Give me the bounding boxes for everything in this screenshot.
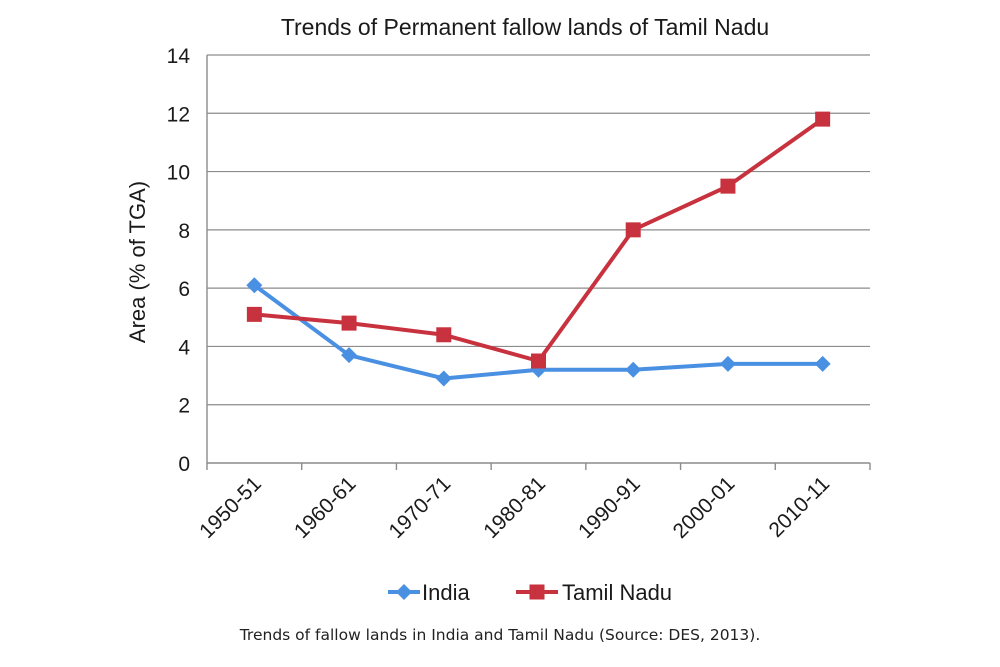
y-axis-label: Area (% of TGA): [125, 181, 150, 343]
y-tick-label: 2: [178, 395, 190, 418]
axes: [206, 55, 871, 470]
gridlines: [207, 54, 870, 406]
data-point-india: [246, 277, 263, 294]
data-point-india: [814, 355, 831, 372]
data-point-tamil-nadu: [720, 178, 736, 194]
data-point-tamil-nadu: [246, 306, 262, 322]
legend-label: India: [422, 580, 470, 605]
y-tick-label: 12: [167, 103, 190, 126]
data-point-india: [625, 361, 642, 378]
legend-swatch-marker: [529, 584, 545, 600]
y-tick-label: 0: [178, 453, 190, 476]
data-point-tamil-nadu: [341, 315, 357, 331]
series-tamil-nadu: [246, 111, 831, 369]
x-tick-label: 1970-71: [385, 472, 456, 543]
data-point-tamil-nadu: [531, 353, 546, 369]
x-tick-label: 1990-91: [574, 472, 645, 543]
data-point-india: [719, 355, 736, 372]
data-point-india: [435, 370, 452, 387]
data-point-tamil-nadu: [625, 222, 641, 238]
data-point-tamil-nadu: [815, 111, 831, 127]
legend-item-tamil-nadu: Tamil Nadu: [516, 580, 672, 605]
legend-swatch-marker: [396, 584, 412, 600]
x-tick-label: 1950-51: [195, 472, 266, 543]
series: [246, 111, 831, 387]
y-tick-labels: 0 2 4 6 8 10 12 14: [167, 45, 191, 476]
data-point-india: [341, 347, 358, 364]
x-tick-label: 1980-81: [479, 472, 550, 543]
x-tick-label: 2010-11: [765, 472, 835, 542]
y-tick-label: 4: [178, 336, 190, 359]
legend: India Tamil Nadu: [388, 580, 672, 605]
y-tick-label: 10: [167, 162, 190, 185]
legend-item-india: India: [388, 580, 470, 605]
x-tick-label: 1960-61: [290, 472, 361, 543]
figure-caption: Trends of fallow lands in India and Tami…: [239, 626, 761, 644]
y-tick-label: 8: [178, 220, 190, 243]
legend-label: Tamil Nadu: [562, 580, 672, 605]
y-tick-label: 6: [178, 278, 190, 301]
x-tick-label: 2000-01: [669, 472, 740, 543]
series-line-tamil-nadu: [254, 117, 824, 363]
series-india: [246, 277, 831, 387]
y-tick-label: 14: [167, 45, 191, 68]
data-point-tamil-nadu: [436, 327, 452, 343]
chart-title: Trends of Permanent fallow lands of Tami…: [281, 14, 769, 40]
x-tick-labels: 1950-51 1960-61 1970-71 1980-81 1990-91 2000-…: [195, 472, 834, 543]
